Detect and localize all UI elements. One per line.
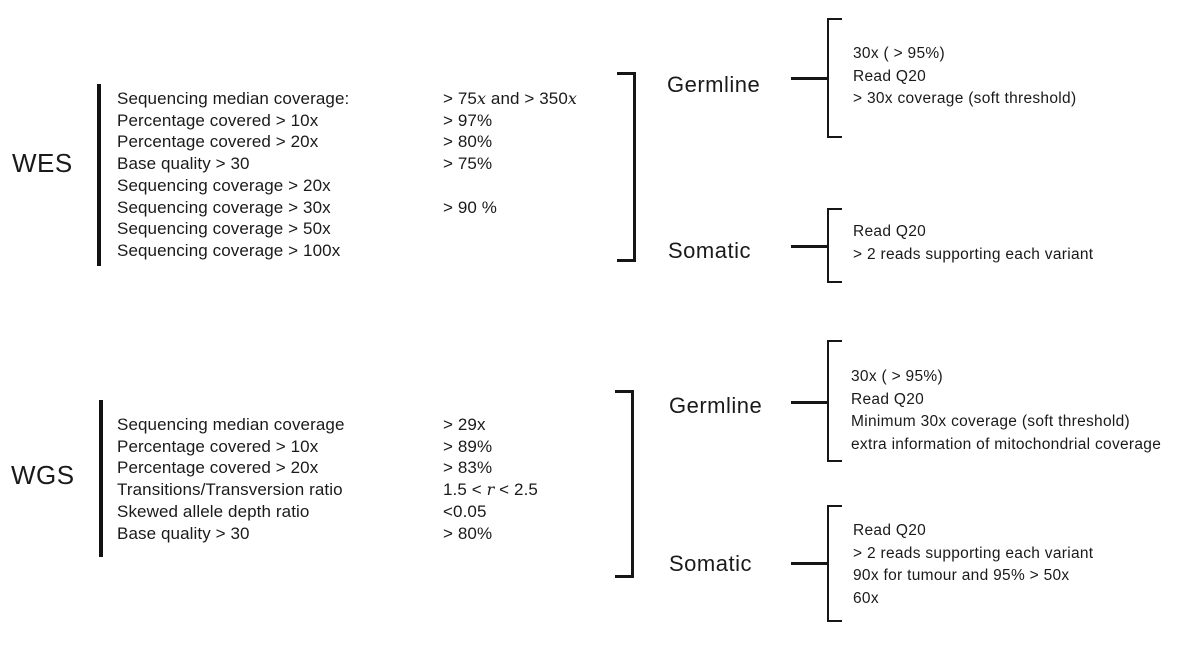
branch-line: Read Q20 xyxy=(853,223,927,240)
criteria-label: Percentage covered > 10x xyxy=(117,436,319,456)
criteria-label: Transitions/Transversion ratio xyxy=(117,480,343,500)
criteria-label: Sequencing coverage > 20x xyxy=(117,175,331,195)
criteria-value: > 80% xyxy=(443,523,493,543)
wes-germline-bracket xyxy=(827,18,842,138)
criteria-row: Skewed allele depth ratio <0.05 xyxy=(117,501,538,523)
criteria-label: Sequencing median coverage: xyxy=(117,89,350,108)
criteria-label: Base quality > 30 xyxy=(117,523,250,543)
branch-line: extra information of mitochondrial cover… xyxy=(851,435,1162,453)
criteria-row: Transitions/Transversion ratio 1.5 < r <… xyxy=(117,479,538,501)
criteria-value: <0.05 xyxy=(443,501,487,521)
criteria-label: Sequencing coverage > 100x xyxy=(117,240,341,260)
criteria-label: Base quality > 30 xyxy=(117,154,250,174)
branch-line: > 2 reads supporting each variant xyxy=(853,245,1094,263)
wgs-somatic-criteria: Read Q20 > 2 reads supporting each varia… xyxy=(853,520,1093,610)
wgs-somatic-bracket xyxy=(827,505,842,622)
branch-line: Read Q20 xyxy=(851,390,925,408)
criteria-value: > 75x and > 350x xyxy=(443,89,578,108)
branch-line: 30x ( > 95%) xyxy=(853,45,945,62)
wes-somatic-bracket xyxy=(827,208,842,283)
criteria-row: Sequencing median coverage: > 75x and > … xyxy=(117,88,577,110)
criteria-row: Sequencing coverage > 50x xyxy=(117,218,577,240)
wes-criteria-list: Sequencing median coverage: > 75x and > … xyxy=(117,88,577,262)
branch-line: > 2 reads supporting each variant xyxy=(853,544,1094,562)
wgs-germline-connector xyxy=(791,401,828,404)
criteria-row: Sequencing coverage > 20x xyxy=(117,175,577,197)
criteria-value: > 83% xyxy=(443,458,493,478)
criteria-label: Sequencing coverage > 30x xyxy=(117,197,331,217)
criteria-label: Skewed allele depth ratio xyxy=(117,501,310,521)
wgs-divider-bar xyxy=(99,400,103,557)
criteria-value: > 89% xyxy=(443,436,493,456)
wgs-title: WGS xyxy=(11,460,75,490)
criteria-row: Percentage covered > 10x > 89% xyxy=(117,436,538,458)
criteria-row: Percentage covered > 20x > 83% xyxy=(117,457,538,479)
wgs-criteria-list: Sequencing median coverage > 29x Percent… xyxy=(117,414,538,544)
wes-group-bracket xyxy=(617,72,636,262)
branch-line: Read Q20 xyxy=(853,67,927,85)
branch-line: 30x ( > 95%) xyxy=(851,368,943,385)
wes-divider-bar xyxy=(97,84,101,266)
criteria-row: Sequencing median coverage > 29x xyxy=(117,414,538,436)
wes-somatic-connector xyxy=(791,245,828,248)
wgs-germline-label: Germline xyxy=(669,393,763,418)
criteria-row: Percentage covered > 10x > 97% xyxy=(117,110,577,132)
branch-line: 90x for tumour and 95% > 50x xyxy=(853,567,1070,584)
criteria-row: Sequencing coverage > 30x > 90 % xyxy=(117,197,577,219)
branch-line: Minimum 30x coverage (soft threshold) xyxy=(851,413,1131,430)
criteria-row: Percentage covered > 20x > 80% xyxy=(117,131,577,153)
criteria-label: Percentage covered > 10x xyxy=(117,110,319,130)
criteria-value: > 75% xyxy=(443,154,493,174)
criteria-row: Base quality > 30 > 75% xyxy=(117,153,577,175)
criteria-value: > 80% xyxy=(443,132,493,152)
branch-line: > 30x coverage (soft threshold) xyxy=(853,90,1077,107)
criteria-label: Sequencing coverage > 50x xyxy=(117,219,331,239)
criteria-value: > 90 % xyxy=(443,197,497,217)
criteria-value: > 97% xyxy=(443,110,493,130)
wes-germline-label: Germline xyxy=(667,72,761,97)
wgs-somatic-label: Somatic xyxy=(669,551,752,576)
wes-germline-criteria: 30x ( > 95%) Read Q20 > 30x coverage (so… xyxy=(853,43,1076,111)
criteria-label: Sequencing median coverage xyxy=(117,415,345,434)
wes-somatic-criteria: Read Q20 > 2 reads supporting each varia… xyxy=(853,221,1093,266)
criteria-value: > 29x xyxy=(443,415,486,434)
branch-line: 60x xyxy=(853,589,879,607)
wgs-somatic-connector xyxy=(791,562,828,565)
wgs-germline-bracket xyxy=(827,340,842,462)
wes-germline-connector xyxy=(791,77,828,80)
branch-line: Read Q20 xyxy=(853,522,927,539)
criteria-value: 1.5 < r < 2.5 xyxy=(443,480,538,500)
wes-somatic-label: Somatic xyxy=(668,238,751,263)
criteria-label: Percentage covered > 20x xyxy=(117,458,319,478)
criteria-label: Percentage covered > 20x xyxy=(117,132,319,152)
wgs-germline-criteria: 30x ( > 95%) Read Q20 Minimum 30x covera… xyxy=(851,366,1161,456)
criteria-row: Sequencing coverage > 100x xyxy=(117,240,577,262)
wgs-group-bracket xyxy=(615,390,634,578)
criteria-row: Base quality > 30 > 80% xyxy=(117,523,538,545)
wes-title: WES xyxy=(12,148,73,178)
